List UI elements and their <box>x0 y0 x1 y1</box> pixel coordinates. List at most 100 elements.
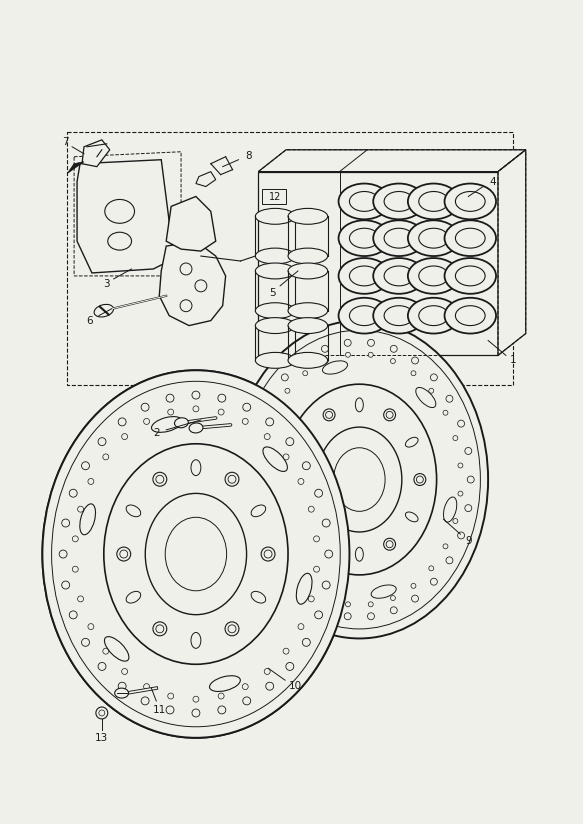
Circle shape <box>141 403 149 411</box>
Circle shape <box>225 472 239 486</box>
Circle shape <box>254 532 261 539</box>
Polygon shape <box>77 160 173 273</box>
Circle shape <box>225 472 239 486</box>
Text: 13: 13 <box>95 733 108 742</box>
Polygon shape <box>498 150 526 355</box>
Ellipse shape <box>384 306 414 325</box>
Circle shape <box>243 403 251 411</box>
Circle shape <box>271 410 276 415</box>
Circle shape <box>266 557 273 564</box>
Circle shape <box>69 611 77 619</box>
Circle shape <box>99 710 105 716</box>
Circle shape <box>120 550 128 558</box>
Circle shape <box>118 418 126 426</box>
Circle shape <box>168 409 174 415</box>
Circle shape <box>168 693 174 699</box>
Circle shape <box>180 263 192 275</box>
Ellipse shape <box>349 306 379 325</box>
Ellipse shape <box>282 384 437 575</box>
Ellipse shape <box>126 592 141 603</box>
Circle shape <box>243 697 251 705</box>
Ellipse shape <box>408 297 459 334</box>
Circle shape <box>384 409 395 421</box>
Circle shape <box>467 476 474 483</box>
Ellipse shape <box>191 633 201 648</box>
Circle shape <box>283 648 289 654</box>
Ellipse shape <box>384 266 414 286</box>
Ellipse shape <box>126 592 141 603</box>
Circle shape <box>243 403 251 411</box>
Polygon shape <box>258 171 498 355</box>
Circle shape <box>218 706 226 714</box>
Ellipse shape <box>104 637 129 661</box>
Text: 7: 7 <box>62 137 68 147</box>
Circle shape <box>122 668 128 675</box>
Circle shape <box>228 475 236 483</box>
Ellipse shape <box>419 191 448 212</box>
Text: 11: 11 <box>153 705 166 715</box>
Text: 8: 8 <box>245 151 252 161</box>
Circle shape <box>192 709 200 717</box>
Ellipse shape <box>104 444 288 664</box>
Circle shape <box>314 536 319 542</box>
Circle shape <box>384 538 395 550</box>
Text: 3: 3 <box>103 279 110 289</box>
Circle shape <box>168 693 174 699</box>
Circle shape <box>69 489 77 497</box>
Circle shape <box>218 409 224 415</box>
Ellipse shape <box>104 444 288 664</box>
Circle shape <box>59 550 67 558</box>
Ellipse shape <box>262 437 275 462</box>
Circle shape <box>69 489 77 497</box>
Circle shape <box>325 550 333 558</box>
Circle shape <box>286 662 294 671</box>
Circle shape <box>103 648 109 654</box>
Circle shape <box>346 602 350 606</box>
Ellipse shape <box>356 547 363 561</box>
Circle shape <box>62 581 69 589</box>
Ellipse shape <box>255 317 295 334</box>
Circle shape <box>453 436 458 441</box>
Text: 9: 9 <box>465 536 472 546</box>
Ellipse shape <box>356 398 363 412</box>
Ellipse shape <box>251 505 266 517</box>
Circle shape <box>88 479 94 485</box>
Ellipse shape <box>209 676 240 691</box>
Ellipse shape <box>419 266 448 286</box>
Circle shape <box>168 409 174 415</box>
Circle shape <box>218 706 226 714</box>
Circle shape <box>228 625 236 633</box>
Ellipse shape <box>288 248 328 264</box>
Polygon shape <box>196 171 216 186</box>
Circle shape <box>391 596 395 601</box>
Ellipse shape <box>444 297 496 334</box>
Text: 12: 12 <box>269 193 282 203</box>
Ellipse shape <box>301 438 313 447</box>
Circle shape <box>285 388 290 393</box>
Circle shape <box>368 353 373 358</box>
Ellipse shape <box>105 199 135 223</box>
Circle shape <box>308 506 314 513</box>
Ellipse shape <box>349 266 379 286</box>
Circle shape <box>218 394 226 402</box>
Ellipse shape <box>104 637 129 661</box>
Circle shape <box>103 648 109 654</box>
Ellipse shape <box>43 370 349 737</box>
Ellipse shape <box>349 228 379 248</box>
Circle shape <box>261 547 275 561</box>
Circle shape <box>166 706 174 714</box>
Circle shape <box>390 606 397 614</box>
Circle shape <box>266 682 273 691</box>
Circle shape <box>88 624 94 630</box>
Circle shape <box>247 504 254 512</box>
Circle shape <box>412 357 419 364</box>
Circle shape <box>103 454 109 460</box>
Circle shape <box>122 668 128 675</box>
Bar <box>67 132 513 385</box>
Circle shape <box>243 697 251 705</box>
Circle shape <box>117 547 131 561</box>
Ellipse shape <box>191 460 201 475</box>
Circle shape <box>117 547 131 561</box>
Circle shape <box>430 374 437 381</box>
Ellipse shape <box>373 184 425 219</box>
